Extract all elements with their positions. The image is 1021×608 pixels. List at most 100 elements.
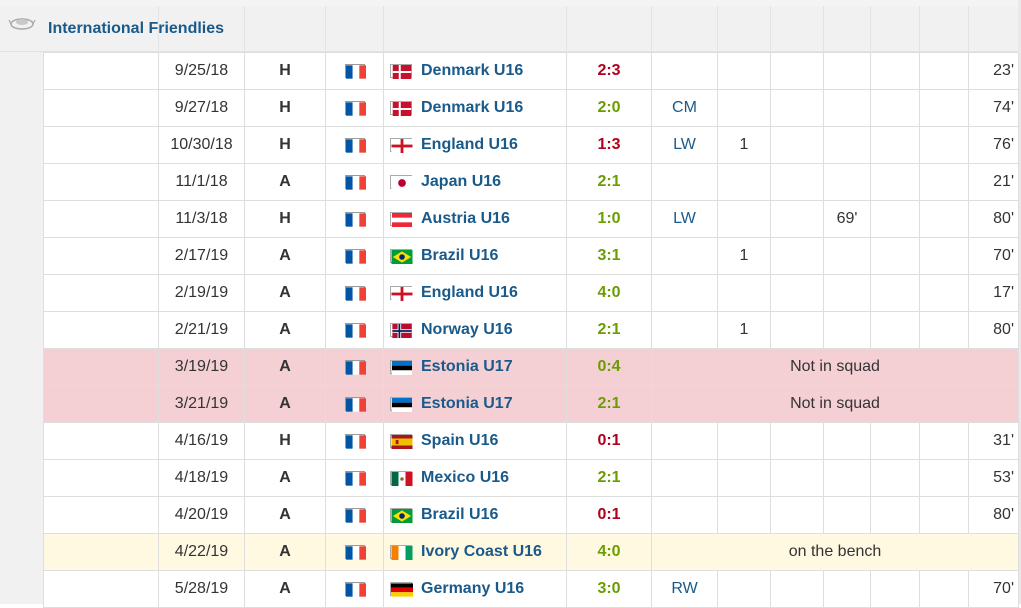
- sub-in: [823, 570, 871, 608]
- opponent-link[interactable]: Spain U16: [421, 431, 499, 449]
- blank-cell: [43, 496, 159, 534]
- opponent-link[interactable]: Norway U16: [421, 320, 513, 338]
- scrollbar-track[interactable]: [1018, 0, 1021, 604]
- blank-cell: [43, 163, 159, 201]
- opponent-link[interactable]: Ivory Coast U16: [421, 542, 542, 560]
- germany-flag-icon: [390, 581, 413, 597]
- brazil-flag-icon: [390, 507, 413, 523]
- denmark-flag-icon: [390, 100, 412, 116]
- opponent-link[interactable]: Brazil U16: [421, 505, 499, 523]
- sub-out: [870, 496, 920, 534]
- blank-cell: [43, 89, 159, 127]
- venue-indicator: A: [244, 348, 326, 386]
- opponent-cell: Denmark U16: [383, 52, 567, 90]
- minutes-played: 70': [968, 237, 1019, 275]
- goals: [717, 570, 771, 608]
- france-flag-icon: [344, 470, 366, 486]
- result-cell: 1:0: [566, 200, 652, 238]
- match-row: 4/20/19 A Brazil U16 0:1 80': [43, 496, 1019, 534]
- cards: [919, 237, 969, 275]
- sub-out: [870, 89, 920, 127]
- player-team-cell: [325, 237, 384, 275]
- opponent-link[interactable]: Denmark U16: [421, 61, 524, 79]
- sub-in: [823, 422, 871, 460]
- england-flag-icon: [390, 285, 413, 301]
- assists: [770, 52, 824, 90]
- match-row: 5/28/19 A Germany U16 3:0 RW 70': [43, 570, 1019, 608]
- france-flag-icon: [344, 100, 366, 116]
- status-note: Not in squad: [651, 348, 1019, 386]
- match-result-link[interactable]: 2:1: [597, 469, 621, 486]
- assists: [770, 311, 824, 349]
- venue-indicator: H: [244, 200, 326, 238]
- match-result-link[interactable]: 4:0: [597, 284, 621, 301]
- match-result-link[interactable]: 2:3: [597, 62, 621, 79]
- sub-in: [823, 89, 871, 127]
- result-cell: 2:0: [566, 89, 652, 127]
- norway-flag-icon: [390, 322, 412, 338]
- match-row: 2/19/19 A England U16 4:0 17': [43, 274, 1019, 312]
- match-date: 11/1/18: [158, 163, 245, 201]
- goals: [717, 163, 771, 201]
- opponent-cell: Japan U16: [383, 163, 567, 201]
- venue-indicator: A: [244, 533, 326, 571]
- minutes-played: 70': [968, 570, 1019, 608]
- match-date: 4/22/19: [158, 533, 245, 571]
- opponent-link[interactable]: England U16: [421, 135, 518, 153]
- match-result-link[interactable]: 2:1: [597, 173, 621, 190]
- match-result-link[interactable]: 4:0: [597, 543, 621, 560]
- estonia-flag-icon: [390, 396, 412, 412]
- opponent-cell: Spain U16: [383, 422, 567, 460]
- match-result-link[interactable]: 0:1: [597, 432, 621, 449]
- match-result-link[interactable]: 3:1: [597, 247, 621, 264]
- goals: 1: [717, 237, 771, 275]
- sub-in: [823, 311, 871, 349]
- result-cell: 3:1: [566, 237, 652, 275]
- sub-out: [870, 311, 920, 349]
- opponent-link[interactable]: Austria U16: [421, 209, 510, 227]
- match-result-link[interactable]: 2:0: [597, 99, 621, 116]
- player-team-cell: [325, 570, 384, 608]
- match-result-link[interactable]: 1:3: [597, 136, 621, 153]
- match-result-link[interactable]: 2:1: [597, 395, 621, 412]
- sub-out: [870, 274, 920, 312]
- venue-indicator: A: [244, 237, 326, 275]
- opponent-link[interactable]: Germany U16: [421, 579, 525, 597]
- opponent-link[interactable]: Japan U16: [421, 172, 502, 190]
- opponent-link[interactable]: Denmark U16: [421, 98, 524, 116]
- opponent-link[interactable]: England U16: [421, 283, 518, 301]
- venue-indicator: A: [244, 274, 326, 312]
- competition-title-link[interactable]: International Friendlies: [48, 20, 225, 37]
- cards: [919, 52, 969, 90]
- match-row: 3/21/19 A Estonia U17 2:1 Not in squad: [43, 385, 1019, 423]
- cards: [919, 459, 969, 497]
- sub-out: [870, 237, 920, 275]
- venue-indicator: A: [244, 459, 326, 497]
- match-date: 2/21/19: [158, 311, 245, 349]
- opponent-link[interactable]: Brazil U16: [421, 246, 499, 264]
- opponent-link[interactable]: Estonia U17: [421, 394, 513, 412]
- match-row: 9/27/18 H Denmark U16 2:0 CM 74': [43, 89, 1019, 127]
- blank-cell: [43, 274, 159, 312]
- player-team-cell: [325, 200, 384, 238]
- france-flag-icon: [344, 396, 366, 412]
- venue-indicator: H: [244, 52, 326, 90]
- blank-cell: [43, 237, 159, 275]
- opponent-link[interactable]: Estonia U17: [421, 357, 513, 375]
- venue-indicator: H: [244, 126, 326, 164]
- match-row: 10/30/18 H England U16 1:3 LW 1 76': [43, 126, 1019, 164]
- opponent-link[interactable]: Mexico U16: [421, 468, 510, 486]
- sub-in: [823, 274, 871, 312]
- sub-out: [870, 163, 920, 201]
- france-flag-icon: [344, 433, 366, 449]
- match-result-link[interactable]: 0:4: [597, 358, 621, 375]
- match-result-link[interactable]: 2:1: [597, 321, 621, 338]
- blank-cell: [43, 422, 159, 460]
- match-result-link[interactable]: 0:1: [597, 506, 621, 523]
- minutes-played: 21': [968, 163, 1019, 201]
- venue-indicator: H: [244, 422, 326, 460]
- blank-cell: [43, 200, 159, 238]
- match-result-link[interactable]: 3:0: [597, 580, 621, 597]
- match-result-link[interactable]: 1:0: [597, 210, 621, 227]
